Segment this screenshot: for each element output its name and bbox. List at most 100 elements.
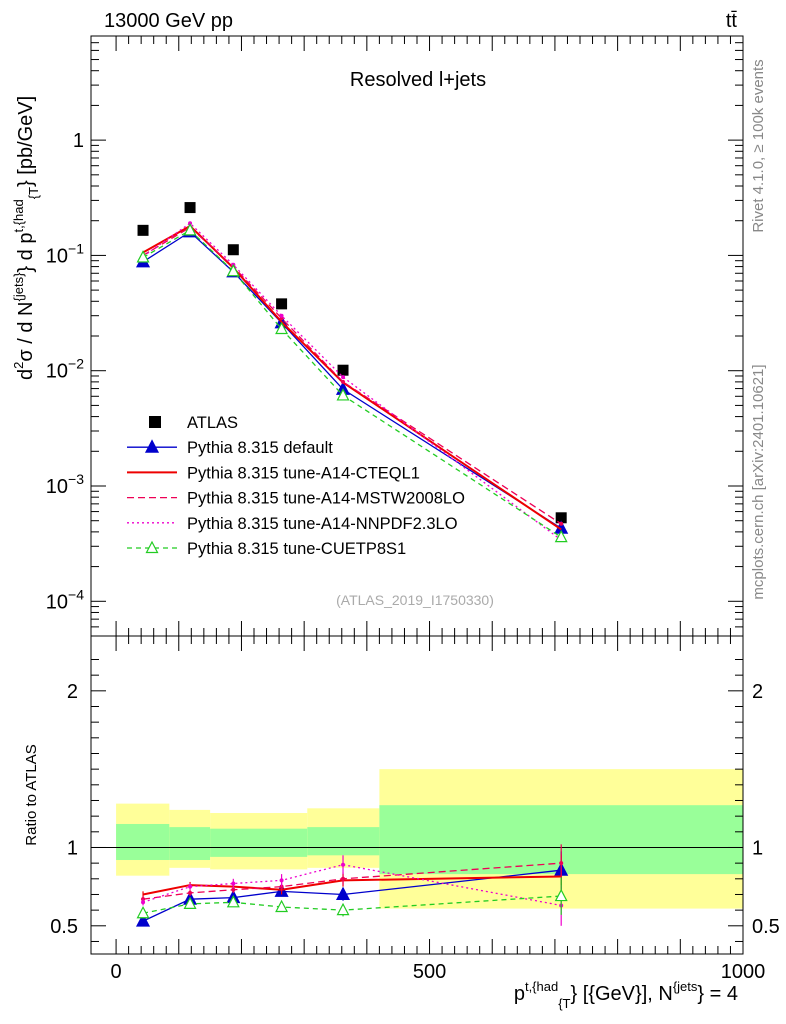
- legend-label-nnpdf: Pythia 8.315 tune-A14-NNPDF2.3LO: [187, 515, 458, 533]
- ylabel-tail: } [pb/GeV]: [15, 96, 37, 187]
- main-marker-cuetp8s1: [183, 223, 197, 236]
- ratio-band-inner: [210, 828, 308, 857]
- atlas-point: [137, 224, 149, 236]
- main-ticks: 110−110−210−310−4: [46, 35, 744, 637]
- energy-label: 13000 GeV pp: [104, 10, 233, 32]
- ratio-marker-default: [135, 913, 151, 927]
- main-ytick-label-base: 10: [46, 361, 68, 383]
- ratio-series: [135, 844, 569, 927]
- main-ylabel: d2σ / d N{jets}} d pt,{had{T} [pb/GeV]: [11, 96, 41, 380]
- ratio-marker-cuetp8s1: [136, 905, 150, 919]
- ratio-ticks: 0.5 0.5 1 1 2 2 0 500 1000: [50, 636, 780, 983]
- xlabel-sub1: {T: [558, 996, 570, 1011]
- ratio-band-inner: [307, 827, 380, 856]
- legend-marker-cuetp8s1: [145, 540, 159, 554]
- ratio-band-inner: [169, 827, 211, 861]
- ratio-plot: 0.5 0.5 1 1 2 2 0 500 1000 Ratio to ATLAS pt,{ha…: [23, 635, 780, 1011]
- main-marker-cuetp8s1: [136, 250, 150, 263]
- xlabel-tail: } = 4: [697, 983, 738, 1005]
- atlas-point: [276, 298, 288, 310]
- main-ytick-label: 10−4: [46, 586, 84, 613]
- ratio-marker-mstw: [341, 876, 346, 881]
- main-ytick-label: 10−3: [46, 471, 84, 498]
- x-axis-label: pt,{had{T} [{GeV}], N{jets} = 4: [514, 979, 738, 1011]
- main-ytick-label-base: 10: [46, 245, 68, 267]
- main-line-default: [142, 231, 562, 529]
- legend: ATLAS Pythia 8.315 default Pythia 8.315 tu…: [127, 414, 465, 558]
- main-ytick-label: 1: [73, 130, 84, 152]
- main-line-cuetp8s1: [142, 229, 562, 538]
- ylabel-sigma: σ / d N: [15, 302, 37, 362]
- main-ytick-label-exp: −3: [68, 471, 84, 487]
- ratio-ytick-label-left: 0.5: [50, 916, 78, 938]
- main-ytick-label-exp: −4: [68, 586, 84, 602]
- ratio-line-nnpdf: [142, 864, 562, 907]
- main-ytick-label: 10−2: [46, 356, 84, 383]
- ratio-marker-cuetp8s1: [183, 896, 197, 909]
- atlas-point: [337, 364, 349, 376]
- main-series: [135, 202, 569, 543]
- main-plot: 110−110−210−310−4 Resolved l+jets (ATLAS…: [11, 35, 744, 637]
- xlabel-sup2: {jets: [673, 979, 698, 994]
- main-marker-nnpdf: [341, 375, 346, 380]
- atlas-point: [184, 202, 196, 214]
- ratio-marker-cuetp8s1: [336, 902, 350, 916]
- ylabel-d: d: [15, 369, 37, 380]
- ratio-marker-nnpdf: [279, 878, 284, 883]
- rivet-label: Rivet 4.1.0, ≥ 100k events: [750, 59, 767, 232]
- atlas-point: [227, 244, 239, 256]
- x-tick-label: 0: [111, 961, 122, 983]
- main-ytick-label-base: 10: [46, 476, 68, 498]
- ratio-ytick-label-left: 2: [67, 681, 78, 703]
- legend-label-default: Pythia 8.315 default: [187, 439, 333, 457]
- ratio-marker-mstw: [231, 887, 236, 892]
- legend-marker-default: [144, 439, 160, 453]
- main-line-cteql1: [142, 224, 562, 531]
- xlabel-mid: } [{GeV}], N: [571, 983, 673, 1005]
- main-title: Resolved l+jets: [350, 69, 486, 91]
- main-ytick-label-exp: −2: [68, 356, 84, 372]
- ratio-marker-default: [335, 886, 351, 901]
- main-ytick-label: 10−1: [46, 240, 84, 267]
- ratio-marker-nnpdf: [341, 862, 346, 867]
- ratio-line-default: [142, 869, 562, 922]
- ratio-ylabel: Ratio to ATLAS: [23, 744, 40, 845]
- main-marker-cuetp8s1: [336, 388, 350, 401]
- ylabel-mid: } d p: [15, 233, 37, 273]
- legend-label-mstw: Pythia 8.315 tune-A14-MSTW2008LO: [187, 490, 465, 508]
- ratio-plot-frame: [90, 635, 744, 955]
- main-line-mstw: [142, 226, 562, 525]
- xlabel-p: p: [514, 983, 525, 1005]
- source-label: mcplots.cern.ch [arXiv:2401.10621]: [750, 364, 767, 599]
- ratio-band-inner: [116, 823, 170, 861]
- main-marker-cuetp8s1: [226, 263, 240, 277]
- ratio-marker-cuetp8s1: [226, 895, 240, 908]
- ratio-ytick-label-left: 1: [67, 837, 78, 859]
- ratio-marker-nnpdf: [188, 884, 193, 889]
- xlabel-sup1: t,{had: [525, 979, 558, 994]
- ratio-marker-cuetp8s1: [275, 899, 289, 913]
- analysis-label: (ATLAS_2019_I1750330): [336, 592, 494, 608]
- legend-label-atlas: ATLAS: [187, 414, 238, 432]
- legend-marker-atlas: [149, 416, 161, 428]
- main-marker-nnpdf: [279, 313, 284, 318]
- ratio-marker-mstw: [559, 861, 564, 866]
- ratio-marker-mstw: [188, 890, 193, 895]
- ylabel-sup3: t,{had: [11, 199, 26, 232]
- main-ytick-label-exp: −1: [68, 240, 84, 256]
- main-marker-mstw: [559, 521, 564, 526]
- ratio-ytick-label-right: 1: [752, 837, 763, 859]
- ratio-line-cuetp8s1: [142, 895, 562, 914]
- process-label: tt̄: [726, 10, 738, 32]
- ratio-marker-cuetp8s1: [554, 888, 568, 902]
- ylabel-sub3: {T: [26, 187, 41, 199]
- main-ytick-label-base: 10: [46, 591, 68, 613]
- atlas-point: [555, 512, 567, 524]
- ratio-ytick-label-right: 2: [752, 681, 763, 703]
- ylabel-sup1: 2: [11, 362, 26, 369]
- ratio-line-mstw: [142, 862, 562, 900]
- ylabel-sup2: {jets}: [11, 272, 26, 302]
- ratio-marker-nnpdf: [231, 881, 236, 886]
- main-marker-cuetp8s1: [554, 529, 568, 543]
